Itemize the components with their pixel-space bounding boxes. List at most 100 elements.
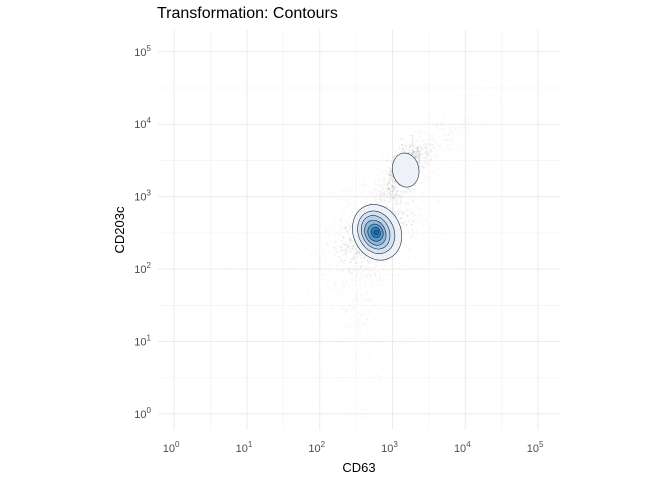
scatter-point [415,219,417,222]
scatter-point [342,208,345,211]
scatter-point [377,341,379,344]
scatter-point [399,290,401,292]
scatter-point [432,170,434,173]
scatter-point [355,296,358,299]
scatter-point [322,191,325,194]
scatter-point [359,283,361,286]
scatter-point [415,228,418,230]
scatter-point [379,270,381,273]
scatter-point [376,202,379,204]
scatter-point [367,261,370,263]
scatter-point [437,131,440,133]
scatter-point [422,139,424,142]
scatter-point [356,256,359,258]
scatter-point [420,164,423,167]
scatter-point [356,266,358,269]
scatter-point [337,197,340,199]
scatter-point [458,136,460,138]
scatter-point [378,194,381,197]
scatter-point [376,330,379,333]
scatter-point [420,168,423,171]
scatter-point [343,262,346,265]
scatter-point [467,112,470,115]
scatter-point [391,196,394,199]
scatter-point [347,213,350,216]
scatter-point [331,226,334,228]
scatter-point [328,317,331,320]
scatter-point [362,260,364,263]
scatter-point [359,253,361,256]
scatter-point [343,224,346,227]
scatter-point [430,149,432,151]
scatter-point [414,226,417,229]
scatter-point [387,195,389,198]
scatter-point [358,251,361,254]
scatter-point [397,186,400,189]
scatter-point [384,202,387,205]
scatter-point [353,247,356,250]
scatter-point [459,200,462,203]
scatter-point [338,317,341,320]
scatter-point [362,253,364,256]
scatter-point [412,153,414,156]
scatter-point [343,283,346,285]
scatter-point [402,212,405,215]
scatter-point [376,279,379,282]
scatter-point [420,148,423,151]
scatter-point [356,298,359,301]
scatter-point [486,112,489,115]
scatter-point [428,143,431,145]
scatter-point [370,262,373,265]
scatter-point [379,281,381,284]
scatter-point [350,271,353,274]
scatter-point [354,244,356,246]
scatter-point [354,320,356,323]
scatter-point [395,192,398,195]
scatter-point [433,147,436,150]
scatter-point [313,310,315,312]
scatter-point [414,155,416,158]
scatter-point [413,131,416,133]
scatter-point [346,220,349,223]
scatter-point [378,145,381,148]
scatter-point [421,193,424,196]
scatter-point [372,192,374,195]
scatter-point [430,158,432,161]
scatter-point [392,188,395,191]
scatter-point [348,357,351,360]
scatter-point [410,223,413,226]
scatter-point [414,143,417,146]
scatter-point [333,209,336,212]
scatter-point [330,270,332,272]
scatter-point [411,135,414,138]
scatter-point [407,142,409,144]
scatter-point [400,201,403,204]
scatter-point [461,145,463,148]
scatter-point [384,180,387,183]
scatter-point [324,250,327,253]
scatter-point [417,220,420,223]
scatter-point [401,196,404,199]
scatter-point [348,228,351,231]
scatter-point [427,150,430,152]
scatter-point [343,259,346,261]
scatter-point [360,329,362,332]
scatter-point [357,305,359,308]
scatter-point [341,372,344,374]
scatter-point [415,156,417,158]
scatter-point [438,144,440,147]
scatter-point [399,194,402,197]
scatter-point [312,302,315,305]
scatter-point [333,288,335,291]
scatter-point [324,261,327,264]
scatter-point [363,323,366,326]
scatter-point [345,254,348,256]
scatter-point [412,152,414,155]
scatter-point [359,300,361,302]
scatter-point [384,197,387,200]
scatter-point [314,216,317,219]
scatter-point [369,275,372,278]
scatter-point [410,223,413,226]
scatter-point [363,183,366,185]
scatter-point [353,273,356,276]
